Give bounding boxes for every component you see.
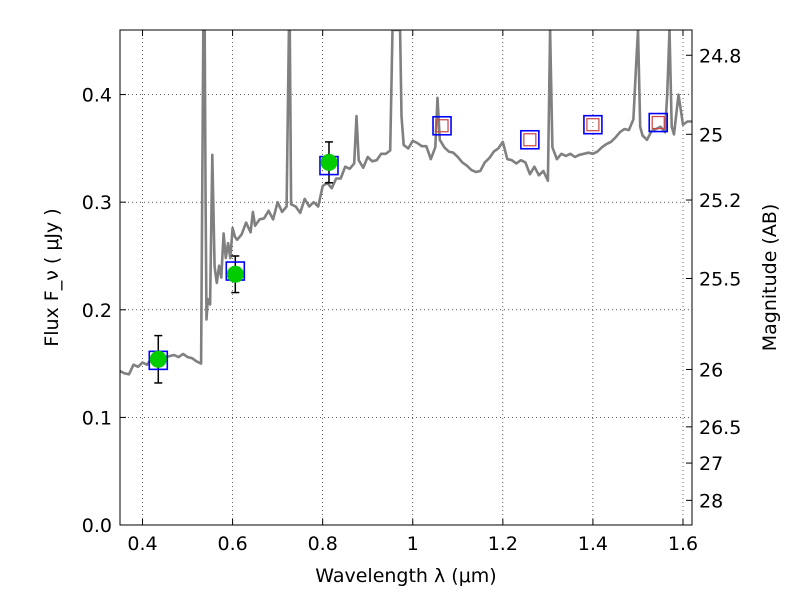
y-tick-label: 0.4 (82, 85, 112, 107)
y-tick-label: 0.2 (82, 300, 112, 322)
y-tick-label: 0.1 (82, 407, 112, 429)
model-photometry-square (583, 114, 603, 135)
observed-point (149, 350, 167, 368)
right-axis-title: Magnitude (AB) (759, 204, 781, 352)
x-tick-label: 0.4 (127, 533, 157, 555)
x-tick-label: 1.2 (488, 533, 518, 555)
x-tick-label: 0.6 (217, 533, 247, 555)
model-photometry-square (520, 129, 540, 150)
ir-point-square (435, 119, 449, 133)
ir-point-square (523, 133, 537, 147)
observed-point (320, 153, 338, 171)
plot-frame (119, 29, 693, 526)
right-tick-label: 24.8 (699, 45, 741, 67)
right-tick-label: 26 (699, 359, 723, 381)
y-tick-label: 0.0 (82, 515, 112, 537)
model-photometry-square (648, 112, 669, 133)
observed-point (226, 265, 244, 283)
y-axis-title-group: Flux F_ν ( μJy ) (41, 208, 63, 346)
x-tick-label: 1.6 (668, 533, 698, 555)
ir-point-square (586, 118, 600, 132)
ticks-layer: 0.4 0.6 0.8 1 1.2 1.4 1.6 0.0 0.1 0.2 0.3 0.4 24.8 25… (82, 30, 741, 555)
x-tick-label: 1 (407, 533, 419, 555)
right-tick-label: 27 (699, 453, 723, 475)
y-tick-label: 0.3 (82, 192, 112, 214)
y-axis-title: Flux F_ν ( μJy ) (41, 208, 63, 346)
spectrum-layer (120, 30, 692, 376)
points-layer (148, 112, 669, 384)
right-tick-label: 25.5 (699, 268, 741, 290)
right-tick-label: 26.5 (699, 417, 741, 439)
x-tick-label: 0.8 (308, 533, 338, 555)
model-spectrum-line (120, 30, 692, 376)
right-tick-label: 28 (699, 490, 723, 512)
x-axis-title: Wavelength λ (μm) (315, 565, 496, 587)
x-tick-label: 1.4 (578, 533, 608, 555)
model-photometry-square (432, 115, 452, 136)
right-tick-label: 25 (699, 124, 723, 146)
right-tick-label: 25.2 (699, 190, 741, 212)
ir-point-square (651, 115, 665, 130)
